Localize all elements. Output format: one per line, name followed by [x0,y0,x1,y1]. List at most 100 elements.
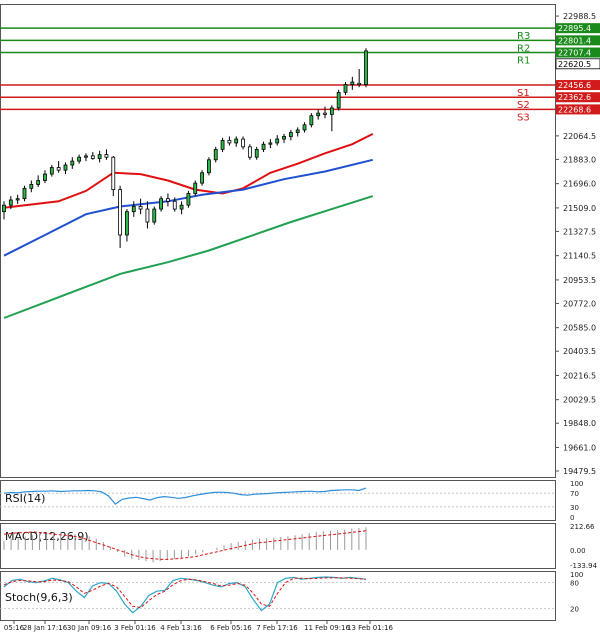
candle-body [179,204,184,210]
candle-body [118,189,123,236]
candle-body [309,115,314,126]
candle [295,127,300,137]
candle-body [275,138,280,144]
candle-body [241,138,245,148]
candle-body [186,193,191,206]
time-tick-label: 4 Feb 13:16 [160,624,202,632]
candle-body [357,82,362,85]
rsi-line [3,487,367,505]
candle-body [56,167,61,171]
time-tick-label: 3 Feb 01:16 [114,624,156,632]
candle-body [200,172,204,184]
rsi-tick-label: 100 [570,480,583,488]
candle-body [43,173,47,181]
time-tick-label: 11 Feb 09:16 [304,624,350,632]
candle [234,136,239,147]
panel-frame [0,523,556,569]
candle-body [84,155,88,158]
candle [186,190,191,208]
candle [56,161,61,173]
price-tick-label: 21696.0 [563,180,596,189]
candle-body [254,149,259,158]
candle [200,170,204,186]
macd-tick-label: -133.94 [570,562,598,570]
candle [8,196,13,210]
price-tick-label: 20585.0 [563,324,596,333]
candle [63,162,68,175]
time-tick-label: 05:16 [4,624,25,632]
candle-body [323,112,327,115]
candle [138,198,143,215]
time-tick-label: 28 Jan 17:16 [23,624,68,632]
level-value-label: 22456.6 [558,81,591,90]
candle [254,146,259,160]
candle [111,155,116,197]
candle [275,135,280,146]
panel-frame [0,4,556,478]
candle [193,180,198,197]
candle [131,201,136,217]
candle-body [145,208,150,223]
current-price-box [555,58,600,70]
price-tick-label: 21509.0 [563,204,596,213]
level-value-label: 22895.4 [558,24,591,33]
price-tick-label: 19848.0 [563,419,596,428]
time-tick-label: 30 Jan 09:16 [67,624,112,632]
candle-body [220,139,225,150]
candle-body [8,199,13,206]
candle [15,194,20,204]
candle-body [207,159,211,174]
candle-body [63,164,68,171]
macd-panel: MACD(12,26,9)212.660.00-133.94 [3,523,598,570]
ma-line-ma-mid [3,158,374,257]
candle-body [288,132,293,137]
candle-body [336,91,341,109]
candle-body [97,154,102,159]
candle-body [343,84,348,93]
candle [350,76,355,90]
candle [36,175,41,188]
candle-body [36,180,41,185]
candle-body [350,81,355,85]
candle [268,139,273,149]
candle-body [166,198,170,202]
candle-body [70,160,75,166]
candle-body [316,112,321,117]
level-value-box [556,104,600,115]
ma-line-ma-fast [3,133,374,209]
level-name-r2: R2 [517,43,530,54]
rsi-panel: RSI(14) 100 70 30 0 [0,480,583,522]
candle [159,196,163,212]
candle [213,146,218,163]
price-tick-label: 20216.5 [563,371,596,380]
price-tick-label: 20953.5 [563,276,596,285]
candle-body [234,138,239,144]
candle-body [193,182,198,194]
price-tick-label: 19479.5 [563,467,596,476]
candle-body [302,124,307,131]
price-tick-label: 19661.0 [563,443,596,452]
stoch-tick-label: 100 [570,571,583,579]
macd-tick-label: 0.00 [570,547,586,555]
candle [172,197,177,212]
candle-body [261,143,266,150]
level-value-label: 22268.6 [558,105,591,114]
candle [152,206,157,225]
rsi-tick-label: 70 [570,490,579,498]
panel-frame [0,571,556,621]
candle [336,89,341,111]
candle-body [213,149,218,161]
candle [104,149,109,160]
candle [343,82,348,95]
level-value-box [556,92,600,103]
candle-body [131,206,136,213]
stoch-tick-label: 20 [570,605,579,613]
level-value-label: 22362.6 [558,93,591,102]
candle-body [104,154,109,158]
candle-body [125,211,129,236]
macd-tick-label: 212.66 [570,523,595,531]
candle [207,157,211,176]
